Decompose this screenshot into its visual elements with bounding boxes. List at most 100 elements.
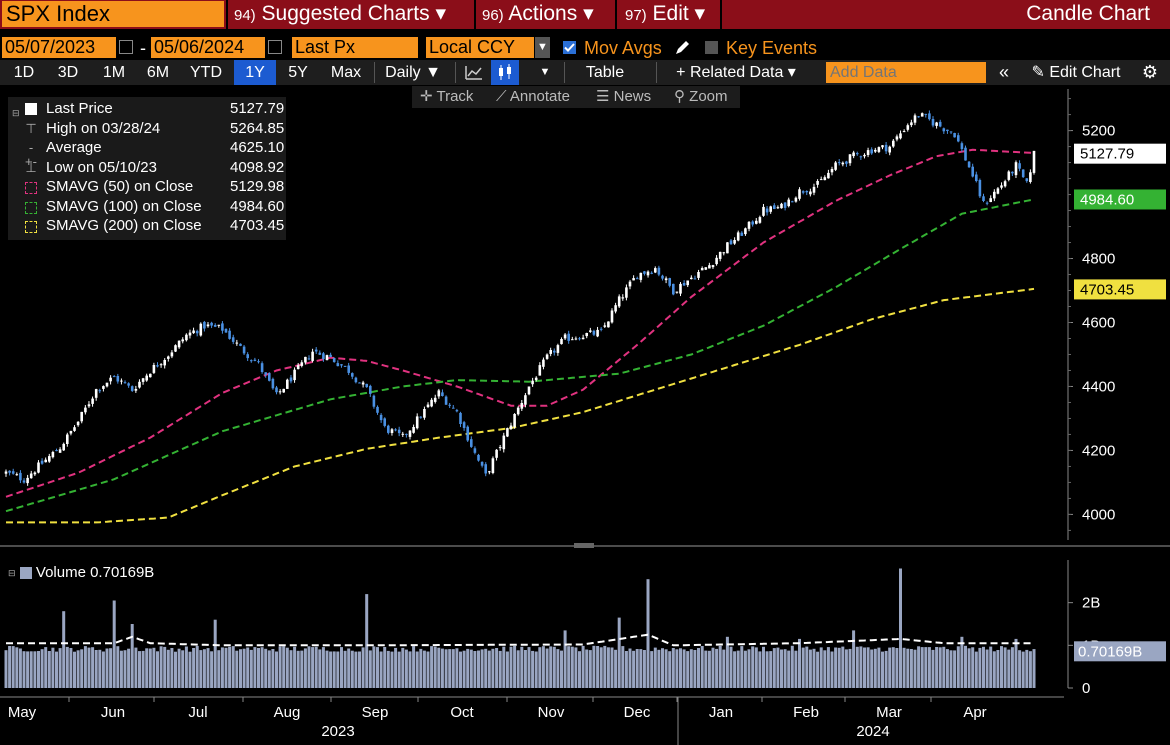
volume-bar <box>22 651 26 688</box>
calendar-icon[interactable] <box>119 40 133 54</box>
period-5y[interactable]: 5Y <box>288 64 308 81</box>
period-6m[interactable]: 6M <box>146 64 170 81</box>
volume-bar <box>531 650 535 688</box>
candle-chart-icon[interactable] <box>491 60 519 85</box>
calendar-icon[interactable] <box>268 40 282 54</box>
candle-up <box>621 297 625 299</box>
collapse-icon[interactable]: « <box>998 62 1009 82</box>
candle-up <box>610 310 614 323</box>
candle-down <box>1025 178 1029 182</box>
volume-bar <box>780 649 783 688</box>
price-tick-label: 4200 <box>1082 442 1115 459</box>
line-chart-icon[interactable] <box>461 62 487 83</box>
edit-menu[interactable]: 97) Edit ▾ <box>625 0 705 29</box>
candle-up <box>852 152 855 157</box>
volume-bar <box>848 648 852 688</box>
volume-bar <box>574 647 578 688</box>
legend-row-average: -+- Average 4625.10 <box>8 138 286 169</box>
volume-bar <box>974 651 978 688</box>
legend-row-sma50: SMAVG (50) on Close 5129.98 <box>8 177 286 197</box>
month-label-feb: Feb <box>793 704 819 721</box>
period-1y[interactable]: 1Y <box>234 60 276 85</box>
candle-up <box>910 122 913 126</box>
volume-bar <box>87 647 91 688</box>
volume-bar <box>94 650 98 688</box>
pencil-icon[interactable] <box>672 38 692 58</box>
candle-up <box>1032 150 1036 173</box>
volume-bar <box>1014 638 1018 688</box>
volume-bar <box>639 649 643 688</box>
volume-bar <box>743 650 747 688</box>
add-data-input[interactable] <box>826 62 986 83</box>
pencil-icon: ✎ <box>1031 64 1045 81</box>
candle-down <box>455 410 459 412</box>
mov-avgs-checkbox[interactable] <box>563 41 576 54</box>
price-field-select[interactable]: Last Px <box>292 37 418 58</box>
currency-select[interactable]: Local CCY <box>426 37 534 58</box>
candle-down <box>195 330 199 334</box>
volume-bar <box>895 648 899 688</box>
candle-up <box>809 191 812 195</box>
candle-down <box>221 323 224 331</box>
candle-down <box>405 433 408 435</box>
candle-up <box>715 257 718 265</box>
volume-bar <box>368 650 372 688</box>
volume-bar <box>996 650 1000 688</box>
volume-bar <box>91 647 95 688</box>
suggested-charts-menu[interactable]: 94) Suggested Charts ▾ <box>234 0 446 29</box>
period-ytd[interactable]: YTD <box>190 64 222 81</box>
candle-down <box>130 386 134 391</box>
collapse-icon[interactable]: ⊟ <box>8 568 16 579</box>
month-label-jun: Jun <box>100 704 126 721</box>
zoom-tool[interactable]: ⚲ Zoom <box>674 86 728 108</box>
candle-up <box>744 228 747 235</box>
candle-up <box>607 321 610 328</box>
candle-up <box>26 477 29 484</box>
menu-label: Suggested Charts ▾ <box>261 2 447 25</box>
volume-bar <box>40 649 44 688</box>
period-3d[interactable]: 3D <box>57 64 79 81</box>
key-events-checkbox[interactable] <box>705 41 718 54</box>
volume-bar <box>51 647 55 688</box>
candle-up <box>816 181 819 185</box>
volume-bar <box>614 649 618 688</box>
candle-down <box>657 267 661 275</box>
candle-up <box>1007 171 1011 180</box>
list-icon: ☰ <box>596 88 610 105</box>
ticker-field[interactable]: SPX Index <box>2 1 224 27</box>
period-1d[interactable]: 1D <box>13 64 35 81</box>
candle-up <box>433 397 437 402</box>
volume-bar <box>552 646 556 688</box>
track-tool[interactable]: ✛ Track <box>420 86 473 108</box>
candle-up <box>488 471 491 473</box>
actions-menu[interactable]: 96) Actions ▾ <box>482 0 594 29</box>
sma100-tag: 4984.60 <box>1080 191 1134 208</box>
annotate-tool[interactable]: ⟋ Annotate <box>496 86 570 108</box>
chevron-down-icon[interactable]: ▼ <box>535 37 550 58</box>
chart-type-dropdown[interactable]: ▼ <box>539 66 551 78</box>
volume-bar <box>740 646 744 688</box>
candle-up <box>48 456 51 462</box>
collapse-icon[interactable]: ⊟ <box>12 108 20 118</box>
gear-icon[interactable]: ⚙ <box>1141 62 1159 82</box>
news-tool[interactable]: ☰ News <box>596 86 651 108</box>
period-1m[interactable]: 1M <box>102 64 126 81</box>
candle-down <box>459 412 462 424</box>
edit-chart-button[interactable]: ✎ Edit Chart <box>1020 60 1132 85</box>
volume-bar <box>224 647 228 688</box>
volume-bar <box>668 651 672 688</box>
table-button[interactable]: Table <box>585 64 625 81</box>
candle-up <box>679 283 682 294</box>
start-date-field[interactable]: 05/07/2023 <box>2 37 116 58</box>
candle-down <box>112 376 116 378</box>
volume-bar <box>725 636 729 688</box>
frequency-select[interactable]: Daily ▼ <box>385 64 441 81</box>
period-max[interactable]: Max <box>330 64 362 81</box>
volume-bar <box>556 649 560 688</box>
volume-bar <box>902 647 906 688</box>
candle-up <box>163 360 166 366</box>
volume-bar <box>1007 649 1011 688</box>
volume-axis: 01B2B0.70169B <box>1067 560 1166 697</box>
related-data-button[interactable]: + Related Data ▾ <box>676 64 796 81</box>
end-date-field[interactable]: 05/06/2024 <box>151 37 265 58</box>
